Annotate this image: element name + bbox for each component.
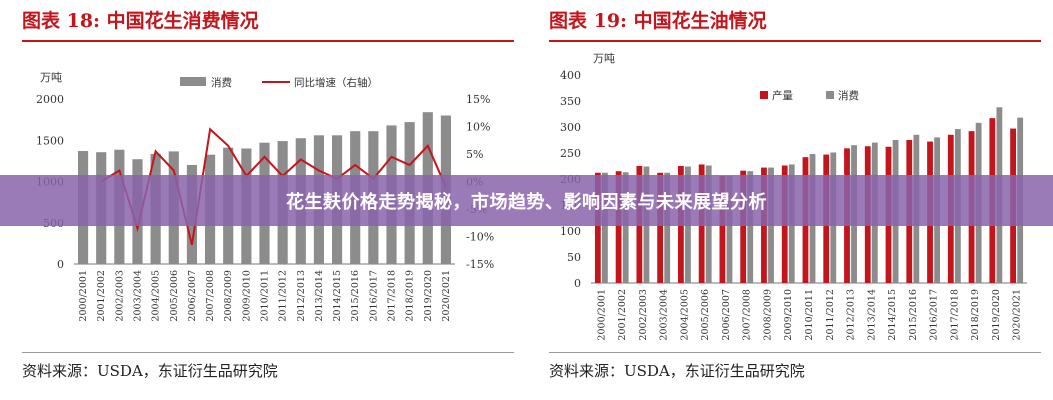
- x-tick-label: 2014/2015: [887, 289, 898, 341]
- x-tick-label: 2012/2013: [846, 289, 857, 341]
- x-tick-label: 2003/2004: [659, 289, 670, 341]
- bar-production: [657, 172, 664, 283]
- x-tick-label: 2008/2009: [223, 270, 234, 322]
- x-tick-label: 2019/2020: [423, 270, 434, 322]
- bar-consumption: [747, 171, 754, 283]
- y-tick-label: 250: [560, 147, 581, 160]
- y-tick-label: 350: [560, 95, 581, 108]
- y-axis-unit: 万吨: [40, 71, 62, 84]
- y2-tick-label: -10%: [466, 231, 494, 244]
- x-tick-label: 2002/2003: [638, 289, 649, 341]
- x-tick-label: 2018/2019: [405, 270, 416, 322]
- headline-banner: 花生麸价格走势揭秘，市场趋势、影响因素与未来展望分析: [0, 175, 1053, 226]
- bar-production: [615, 171, 622, 283]
- x-tick-label: 2001/2002: [617, 289, 628, 341]
- x-tick-label: 2013/2014: [866, 289, 877, 341]
- legend-label-consumption: 消费: [838, 89, 859, 102]
- x-tick-label: 2010/2011: [804, 289, 815, 341]
- x-tick-label: 2014/2015: [332, 270, 343, 322]
- bar-consumption: [622, 172, 629, 283]
- x-tick-label: 2017/2018: [949, 289, 960, 341]
- legend-label-production: 产量: [772, 89, 793, 102]
- line-yoy-growth: [100, 127, 447, 246]
- x-tick-label: 2013/2014: [314, 270, 325, 322]
- y-tick-label: 0: [574, 277, 581, 290]
- x-tick-label: 2020/2021: [441, 270, 452, 322]
- y-tick-label: 1500: [36, 134, 64, 147]
- y2-tick-label: 15%: [466, 93, 490, 106]
- legend-swatch-consumption: [180, 77, 206, 86]
- figure-title: 图表 18: 中国花生消费情况: [22, 10, 259, 32]
- source-note: 资料来源：USDA，东证衍生品研究院: [549, 362, 805, 380]
- x-tick-label: 2009/2010: [783, 289, 794, 341]
- x-tick-label: 2019/2020: [991, 289, 1002, 341]
- x-tick-label: 2010/2011: [260, 270, 271, 322]
- y2-tick-label: 10%: [466, 121, 490, 134]
- x-tick-label: 2009/2010: [241, 270, 252, 322]
- x-tick-label: 2018/2019: [970, 289, 981, 341]
- x-tick-label: 2015/2016: [350, 270, 361, 322]
- banner-title: 花生麸价格走势揭秘，市场趋势、影响因素与未来展望分析: [286, 191, 767, 213]
- legend-label-consumption: 消费: [211, 76, 232, 89]
- x-tick-label: 2005/2006: [169, 270, 180, 322]
- x-tick-label: 2000/2001: [78, 270, 89, 322]
- x-tick-label: 2008/2009: [762, 289, 773, 341]
- source-rule: [549, 352, 1041, 353]
- x-tick-label: 2001/2002: [96, 270, 107, 322]
- x-tick-label: 2020/2021: [1012, 289, 1023, 341]
- y-tick-label: 400: [560, 69, 581, 82]
- x-tick-label: 2011/2012: [825, 289, 836, 341]
- x-tick-label: 2004/2005: [151, 270, 162, 322]
- legend-swatch-consumption: [826, 91, 834, 99]
- y-tick-label: 2000: [36, 93, 64, 106]
- x-tick-label: 2016/2017: [368, 270, 379, 322]
- bar-consumption: [664, 172, 671, 283]
- y-tick-label: 0: [57, 258, 64, 271]
- bar-production: [719, 175, 726, 283]
- x-tick-label: 2015/2016: [908, 289, 919, 341]
- bar-production: [740, 170, 747, 283]
- y-tick-label: 50: [567, 251, 581, 264]
- bar-consumption: [726, 175, 733, 283]
- source-rule: [22, 352, 514, 353]
- figure-title: 图表 19: 中国花生油情况: [549, 10, 767, 32]
- x-tick-label: 2003/2004: [133, 270, 144, 322]
- y-tick-label: 100: [560, 225, 581, 238]
- x-tick-label: 2006/2007: [187, 270, 198, 322]
- x-tick-label: 2007/2008: [742, 289, 753, 341]
- source-note: 资料来源：USDA，东证衍生品研究院: [22, 362, 278, 380]
- bar-production: [594, 172, 601, 283]
- x-tick-label: 2005/2006: [700, 289, 711, 341]
- bar-consumption: [602, 172, 608, 283]
- y2-tick-label: -15%: [466, 258, 494, 271]
- x-tick-label: 2000/2001: [596, 289, 607, 341]
- legend-swatch-production: [760, 91, 768, 99]
- y-axis-unit: 万吨: [593, 52, 615, 65]
- title-rule: [549, 40, 1041, 42]
- x-tick-label: 2006/2007: [721, 289, 732, 341]
- x-tick-label: 2011/2012: [278, 270, 289, 322]
- x-tick-label: 2002/2003: [114, 270, 125, 322]
- x-tick-label: 2017/2018: [387, 270, 398, 322]
- y-tick-label: 300: [560, 121, 581, 134]
- x-tick-label: 2004/2005: [679, 289, 690, 341]
- legend-label-yoy: 同比增速（右轴）: [294, 76, 378, 89]
- x-tick-label: 2016/2017: [929, 289, 940, 341]
- y2-tick-label: 5%: [466, 148, 483, 161]
- x-tick-label: 2012/2013: [296, 270, 307, 322]
- x-tick-label: 2007/2008: [205, 270, 216, 322]
- title-rule: [22, 40, 514, 42]
